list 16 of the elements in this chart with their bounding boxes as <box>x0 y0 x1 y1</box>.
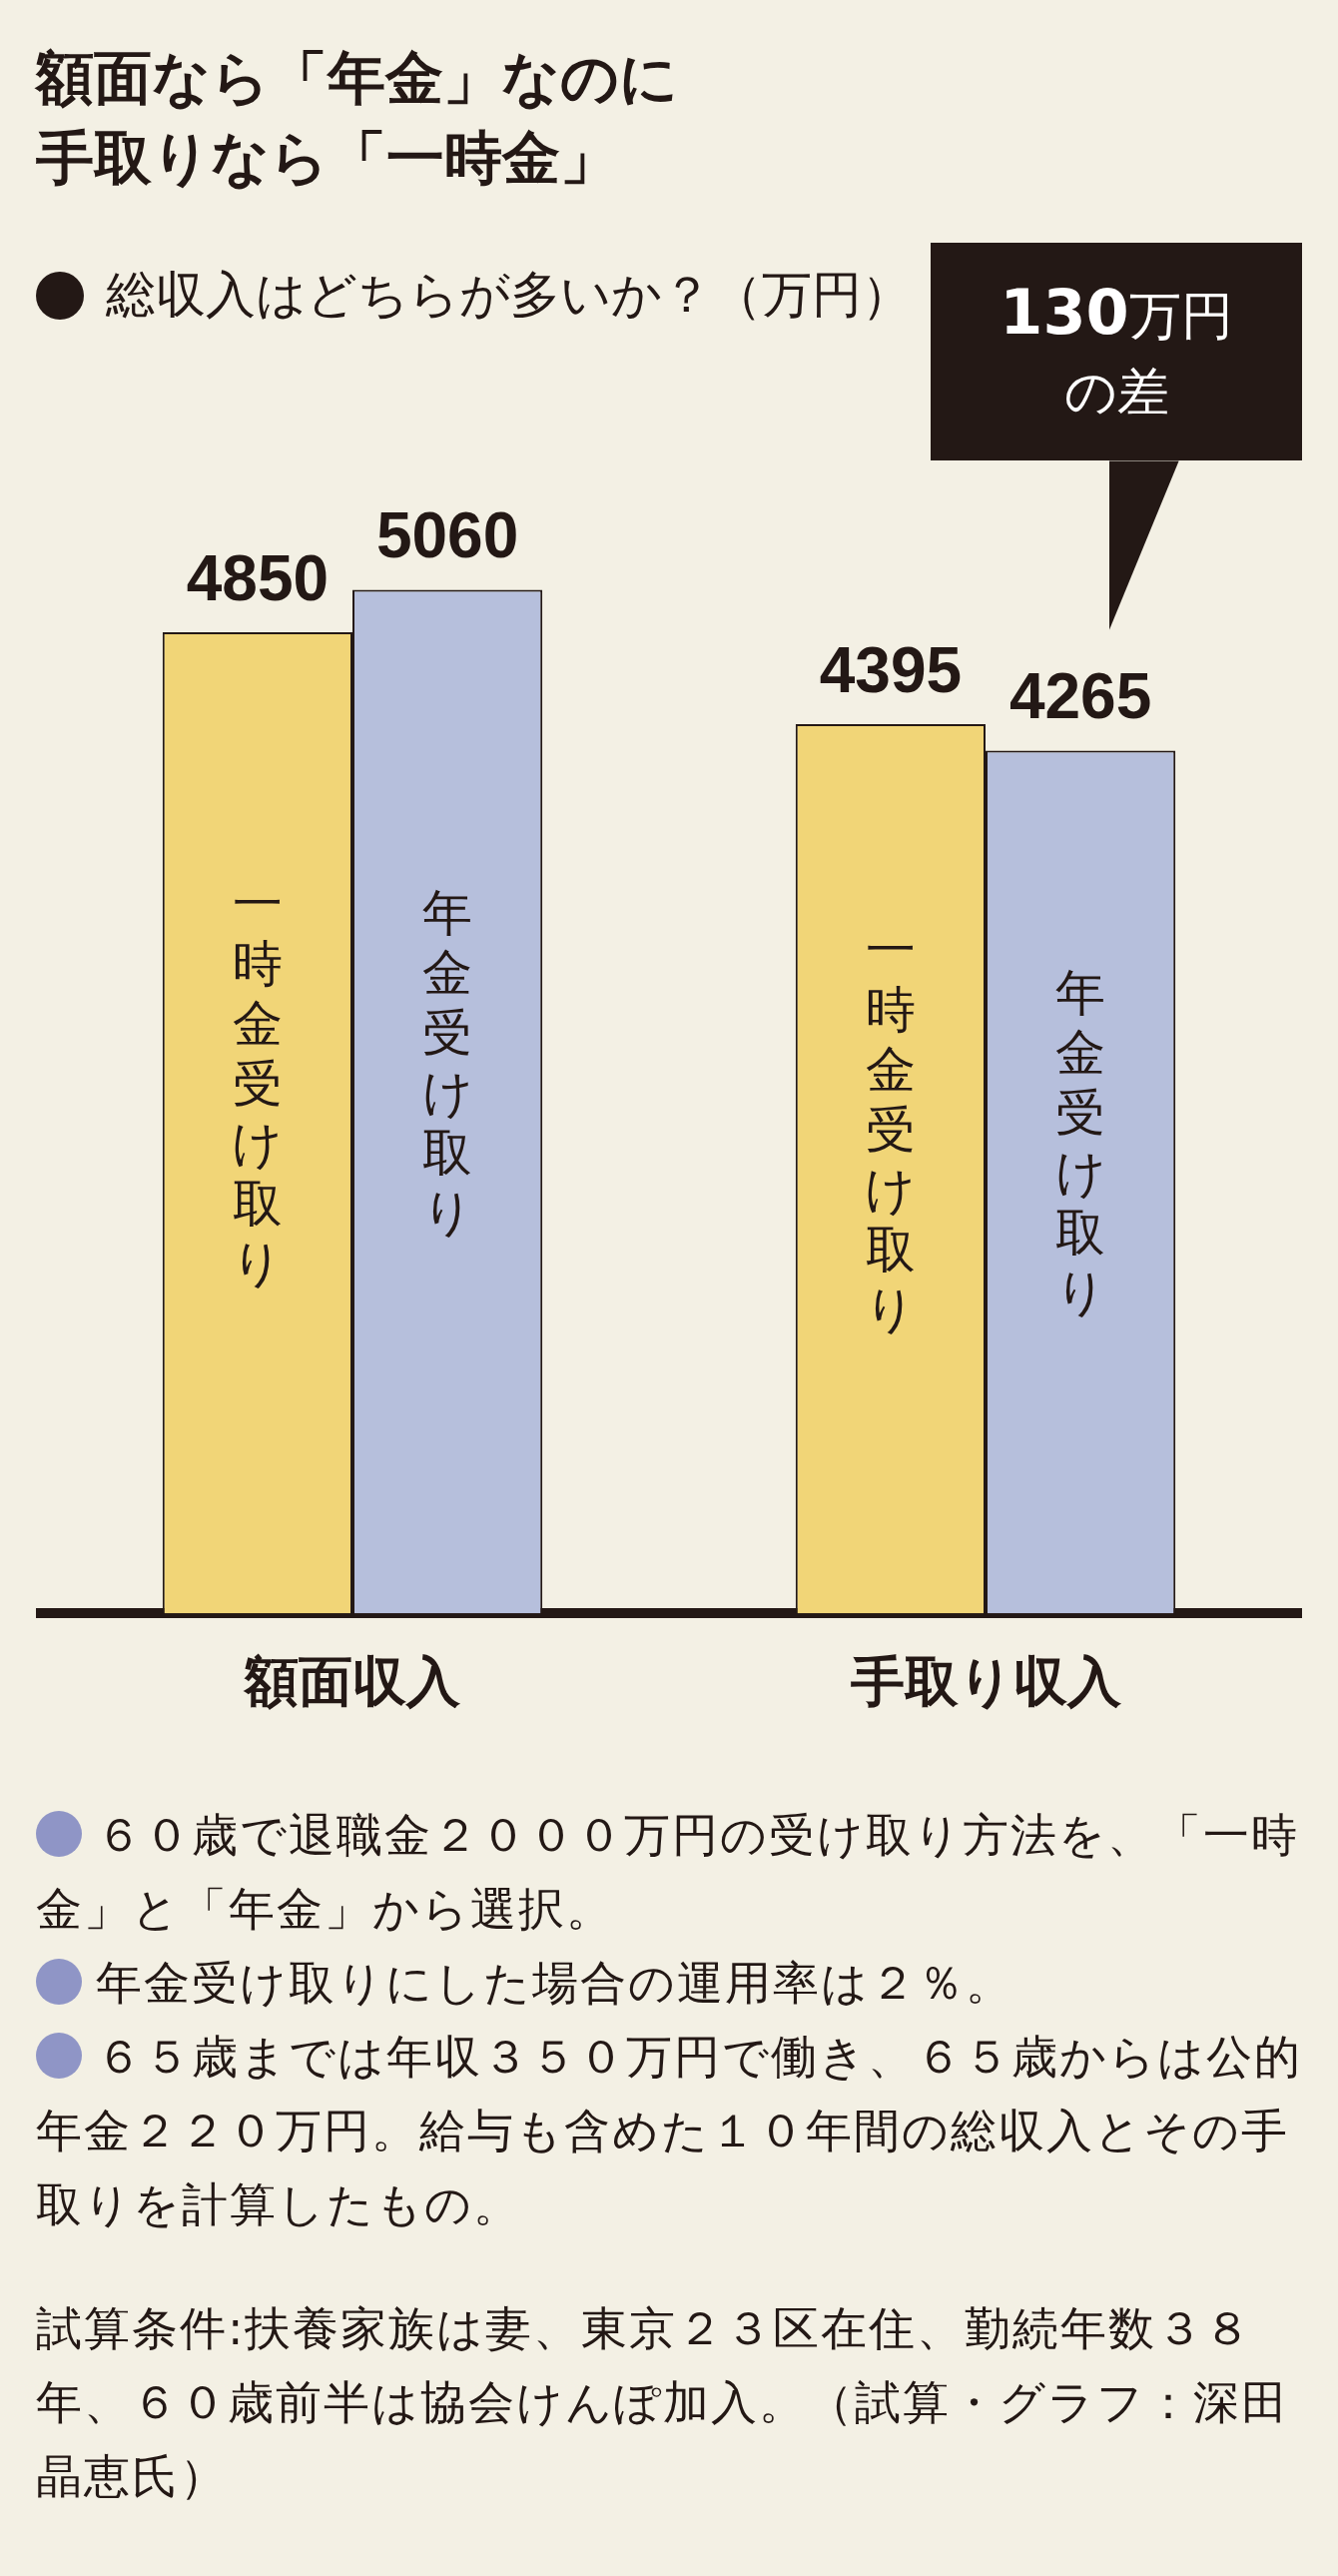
data-label: 4265 <box>1008 660 1152 733</box>
series-label: 一時金受け取り <box>232 875 284 1293</box>
text: 試算条件:扶養家族は妻、東京２３区在住、勤続年数３８年、６０歳前半は協会けんぽ加入。（試算・グラフ：深田晶恵氏） <box>36 2300 1290 2505</box>
text: 年金受け取り <box>421 883 473 1242</box>
data-label: 5060 <box>375 499 519 572</box>
text: ６５歳までは年収３５０万円で働き、６５歳からは公的年金２２０万円。給与も含めた１０年間の総収入とその手取りを計算したもの。 <box>36 2029 1303 2233</box>
chart-subtitle: 総収入はどちらが多いか？（万円） <box>106 265 912 326</box>
data-label: 4850 <box>186 541 330 614</box>
x-tick-label: 額面収入 <box>243 1649 461 1713</box>
x-tick-label: 手取り収入 <box>850 1649 1122 1713</box>
text: 年金受け取りにした場合の運用率は２％。 <box>95 1955 1014 2012</box>
series-label: 年金受け取り <box>1054 964 1106 1322</box>
chart-title: 額面なら「年金」なのに手取りなら「一時金」 <box>36 43 679 194</box>
data-label: 4395 <box>819 633 963 706</box>
text: 一時金受け取り <box>865 921 917 1339</box>
text: ６０歳で退職金２０００万円の受け取り方法を、「一時金」と「年金」から選択。 <box>36 1807 1300 1938</box>
